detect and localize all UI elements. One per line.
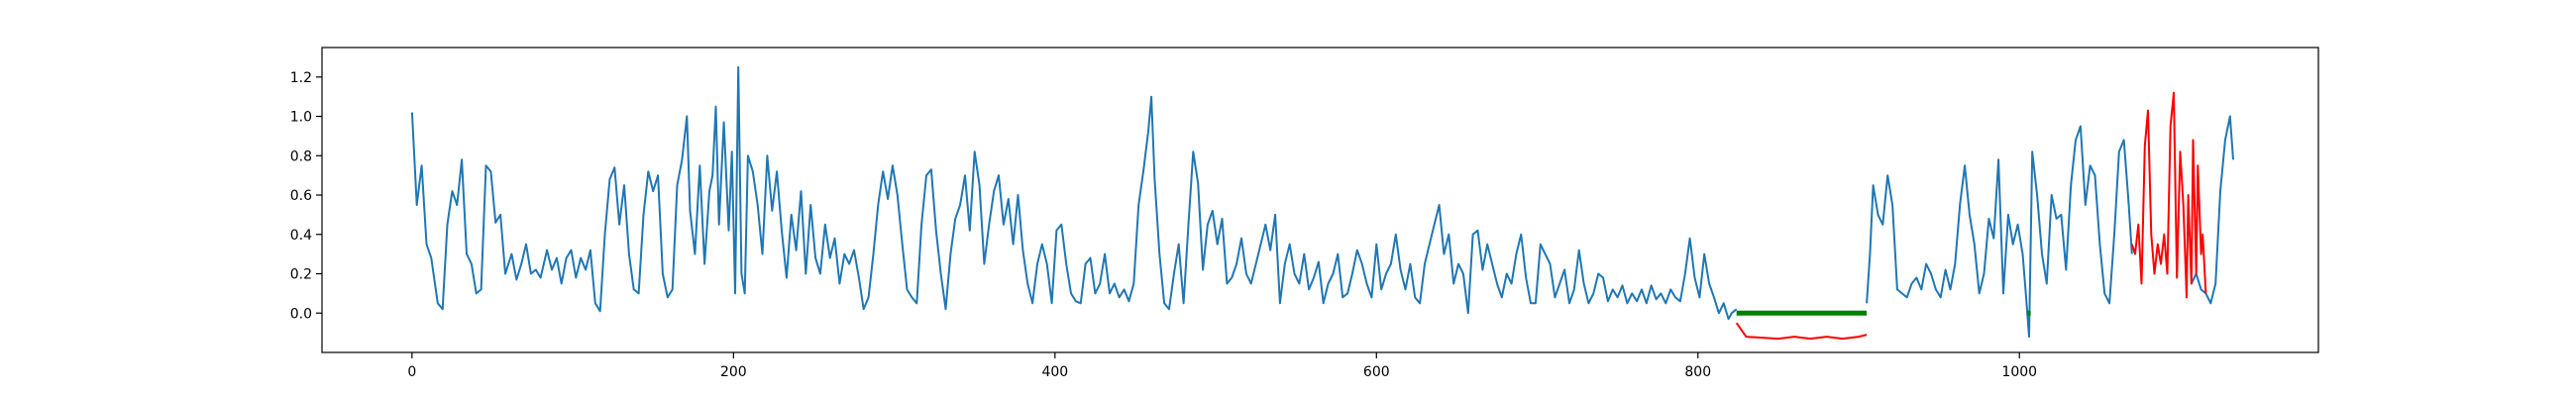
y-axis: 0.0 0.2 0.4 0.6 0.8 1.0 1.2 [290,70,322,322]
x-tick-label: 200 [720,364,747,380]
series-line-2 [1866,125,2133,339]
x-tick-label: 1000 [2001,364,2037,380]
y-tick-label: 0.2 [290,267,312,283]
y-tick-label: 0.0 [290,306,312,322]
series-line-3 [2190,115,2234,305]
x-axis: 0 200 400 600 800 1000 [407,352,2037,380]
y-tick-label: 1.0 [290,110,312,126]
y-tick-label: 0.4 [290,228,312,244]
x-tick-label: 600 [1363,364,1390,380]
y-tick-label: 1.2 [290,70,312,86]
series-line-4 [2130,91,2207,299]
series-layer [410,65,2234,341]
plot-frame [321,47,2319,353]
x-tick-label: 0 [407,364,416,380]
y-tick-label: 0.8 [290,148,312,164]
y-tick-label: 0.6 [290,188,312,204]
series-line-5 [1735,322,1868,341]
x-tick-label: 400 [1041,364,1068,380]
series-line-1 [410,65,1738,321]
x-tick-label: 800 [1684,364,1711,380]
